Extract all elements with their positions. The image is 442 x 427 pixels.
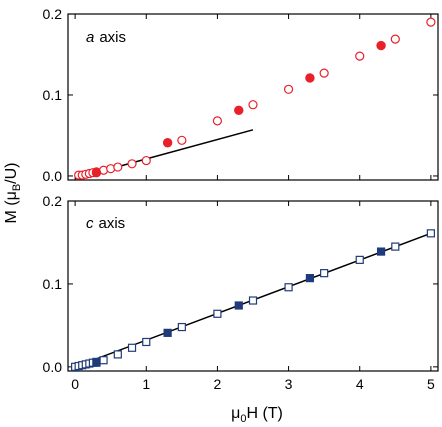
open-square-point [355, 255, 364, 264]
panel-a-frame [67, 13, 439, 181]
panel-c-label-italic: c [86, 215, 94, 232]
open-circle-point [426, 17, 436, 27]
panel-a-label-italic: a [86, 29, 94, 46]
y-tick-label: 0.2 [43, 193, 63, 209]
x-axis-label-main: μ [231, 405, 240, 422]
y-tick-label: 0.1 [43, 276, 63, 292]
panel-a-label: a axis [86, 29, 126, 46]
open-circle-point [177, 135, 187, 145]
open-circle-point [127, 159, 137, 169]
open-square-point [320, 269, 329, 278]
open-square-point [213, 309, 222, 318]
x-axis-label-sub: 0 [240, 413, 246, 425]
open-circle-point [248, 100, 258, 110]
panel-c-frame [67, 200, 439, 372]
filled-square-point [234, 301, 243, 310]
x-tick-label: 3 [285, 376, 293, 392]
panel-c-label-text: axis [99, 215, 126, 232]
filled-circle-point [305, 73, 315, 83]
panel-c-axis: 0.0 0.1 0.2 0 1 2 3 4 5 c axis [43, 193, 439, 392]
open-circle-point [212, 116, 223, 126]
filled-circle-point [376, 40, 386, 51]
open-square-point [284, 283, 293, 292]
filled-square-point [376, 247, 386, 256]
open-square-point [391, 242, 400, 251]
x-axis-label: μ0H (T) [231, 405, 283, 425]
y-tick-label: 0.1 [43, 87, 63, 103]
panel-a-axis: 0.0 0.1 0.2 a axis [43, 6, 439, 184]
filled-circle-point [91, 168, 102, 178]
y-axis-label-main: M (μ [3, 191, 20, 223]
open-square-point [142, 337, 151, 347]
panel-a-x-ticks [74, 14, 432, 180]
filled-square-point [305, 274, 315, 283]
open-circle-point [141, 155, 151, 166]
filled-square-point [163, 328, 172, 337]
y-axis-label-tail: /U) [3, 163, 20, 184]
y-tick-label: 0.2 [43, 6, 63, 22]
y-axis-label: M (μB/U) [3, 163, 23, 224]
filled-square-point [92, 358, 101, 367]
open-square-point [248, 296, 258, 305]
x-tick-label: 1 [142, 376, 150, 392]
x-axis-label-tail: H (T) [246, 405, 282, 422]
x-tick-label: 4 [356, 376, 364, 392]
open-square-point [127, 343, 137, 352]
y-tick-label: 0.0 [43, 168, 63, 184]
open-circle-point [319, 68, 329, 78]
open-circle-point [355, 51, 365, 61]
filled-circle-point [162, 138, 173, 148]
panel-c-data [71, 229, 435, 371]
open-square-point [426, 229, 435, 238]
open-square-point [113, 350, 122, 359]
panel-a-y-ticks: 0.0 0.1 0.2 [43, 6, 438, 184]
panel-c-label: c axis [86, 215, 125, 232]
open-circle-point [390, 34, 400, 44]
panel-a-label-text: axis [99, 29, 126, 46]
panel-c-y-ticks: 0.0 0.1 0.2 [43, 193, 438, 375]
open-circle-point [113, 162, 123, 172]
y-tick-label: 0.0 [43, 359, 63, 375]
open-circle-point [283, 84, 294, 94]
panel-a-data [74, 17, 436, 180]
panel-c-x-ticks: 0 1 2 3 4 5 [71, 201, 435, 392]
filled-circle-point [234, 105, 244, 116]
y-axis-label-sub: B [11, 184, 23, 191]
x-tick-label: 5 [427, 376, 435, 392]
x-tick-label: 0 [71, 376, 79, 392]
open-square-point [99, 356, 108, 365]
x-tick-label: 2 [214, 376, 222, 392]
open-square-point [177, 322, 186, 332]
